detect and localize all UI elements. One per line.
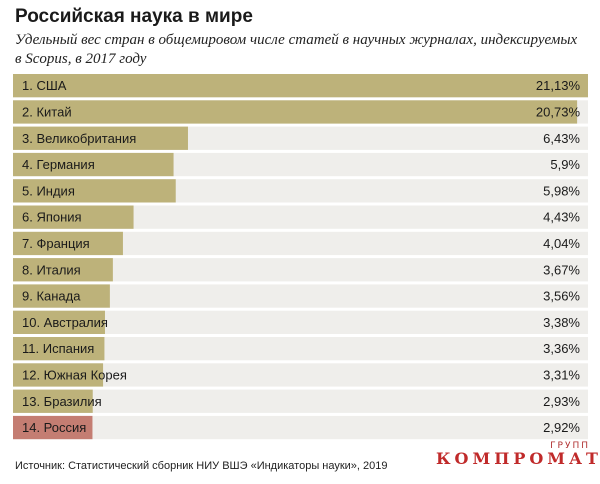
category-label: 14. Россия	[22, 420, 86, 435]
value-label: 3,36%	[543, 341, 580, 356]
row-background	[13, 258, 588, 282]
value-label: 20,73%	[536, 104, 581, 119]
row-background	[13, 284, 588, 308]
bar-3	[13, 126, 188, 150]
category-label: 8. Италия	[22, 262, 81, 277]
bar-9	[13, 284, 110, 308]
value-label: 5,9%	[550, 157, 580, 172]
category-label: 6. Япония	[22, 210, 82, 225]
category-label: 13. Бразилия	[22, 394, 102, 409]
row-background	[13, 363, 588, 387]
bar-14	[13, 415, 93, 440]
watermark-main-text: КОМПРОМАТ	[436, 449, 600, 468]
category-label: 9. Канада	[22, 289, 81, 304]
watermark-logo: ГРУПП КОМПРОМАТ	[436, 441, 598, 471]
bar-chart: 1. США 21,13% 2. Китай 20,73% 3. Великобрита…	[13, 74, 588, 440]
bar-7	[13, 231, 123, 256]
bar-11	[13, 337, 105, 361]
bar-4	[13, 152, 174, 177]
category-label: 5. Индия	[22, 183, 75, 198]
value-label: 3,67%	[543, 262, 580, 277]
value-label: 6,43%	[543, 131, 580, 146]
value-label: 2,93%	[543, 394, 580, 409]
bar-12	[13, 363, 104, 387]
value-label: 21,13%	[536, 78, 581, 93]
bar-6	[13, 205, 134, 229]
chart-title: Российская наука в мире	[15, 6, 253, 27]
value-label: 3,56%	[543, 289, 580, 304]
category-label: 1. США	[22, 78, 67, 93]
category-label: 7. Франция	[22, 236, 90, 251]
row-background	[13, 231, 588, 256]
watermark-small-text: ГРУПП	[550, 441, 590, 451]
row-background	[13, 205, 588, 229]
category-label: 4. Германия	[22, 157, 95, 172]
value-label: 3,31%	[543, 367, 580, 382]
bar-8	[13, 258, 113, 282]
value-label: 4,43%	[543, 210, 580, 225]
category-label: 12. Южная Корея	[22, 367, 127, 382]
chart-subtitle: Удельный вес стран в общемировом числе с…	[15, 32, 578, 67]
category-label: 3. Великобритания	[22, 131, 136, 146]
row-background	[13, 337, 588, 361]
row-background	[13, 310, 588, 334]
bar-13	[13, 389, 93, 413]
row-background	[13, 389, 588, 413]
bar-5	[13, 179, 176, 203]
bar-1	[13, 74, 588, 98]
bar-10	[13, 310, 105, 334]
bar-2	[13, 100, 578, 124]
value-label: 4,04%	[543, 236, 580, 251]
category-label: 2. Китай	[22, 104, 72, 119]
category-label: 10. Австралия	[22, 315, 108, 330]
value-label: 3,38%	[543, 315, 580, 330]
source-note: Источник: Статистический сборник НИУ ВШЭ…	[15, 460, 388, 472]
value-label: 5,98%	[543, 183, 580, 198]
category-label: 11. Испания	[22, 341, 94, 356]
value-label: 2,92%	[543, 420, 580, 435]
row-background	[13, 415, 588, 440]
